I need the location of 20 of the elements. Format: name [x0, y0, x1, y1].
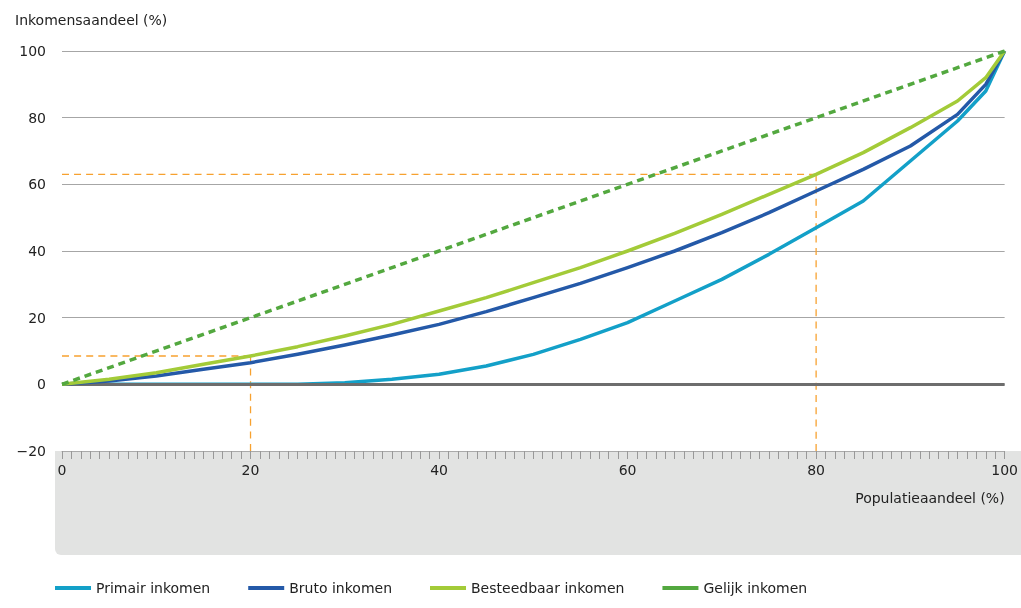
legend-label: Bruto inkomen [289, 580, 393, 596]
x-tick-label: 80 [807, 462, 826, 478]
y-tick-label: −20 [16, 443, 46, 459]
y-tick-label: 100 [19, 43, 46, 59]
x-tick-label: 100 [991, 462, 1019, 478]
x-tick-label: 20 [241, 462, 260, 478]
y-axis-title: Inkomensaandeel (%) [15, 12, 168, 28]
y-tick-label: 60 [28, 176, 46, 193]
legend-label: Gelijk inkomen [703, 580, 808, 596]
y-tick-label: 40 [28, 243, 46, 259]
x-tick-label: 40 [430, 462, 448, 478]
y-tick-label: 0 [37, 376, 46, 393]
line-series [60, 49, 1007, 387]
y-tick-label: 80 [28, 109, 46, 126]
y-tick-label: 20 [28, 309, 46, 326]
x-tick-label: 60 [618, 462, 637, 478]
x-tick-label: 0 [57, 462, 67, 478]
legend-label: Primair inkomen [96, 580, 211, 596]
x-axis-title: Populatieaandeel (%) [855, 490, 1005, 506]
legend-label: Besteedbaar inkomen [471, 580, 625, 596]
